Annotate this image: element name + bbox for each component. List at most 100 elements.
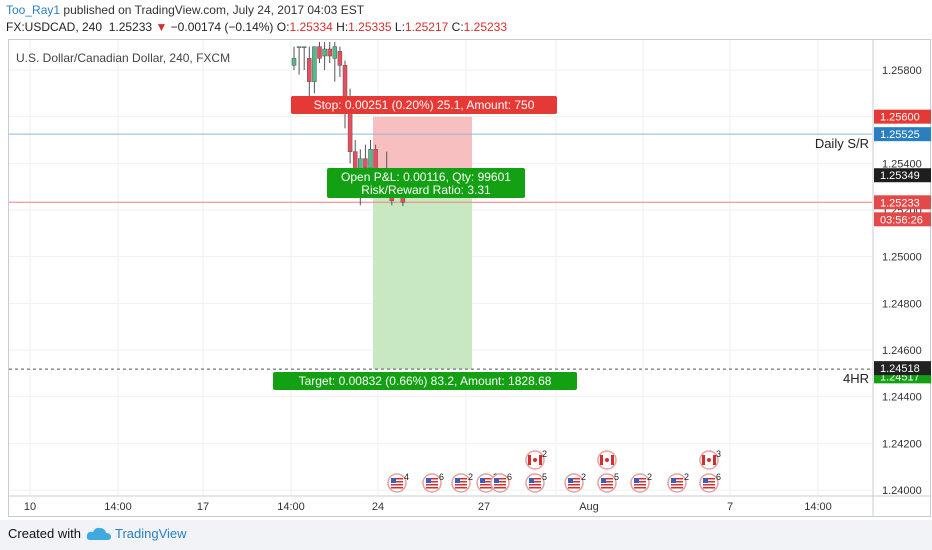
candle-body[interactable] bbox=[291, 58, 297, 66]
level-price-tag bbox=[874, 361, 931, 376]
pnl-label-text: Open P&L: 0.00116, Qty: 99601 bbox=[341, 170, 511, 184]
time-tick-label: 14:00 bbox=[277, 501, 305, 513]
time-axis[interactable]: 10 14:00 17 14:00 24 27 Aug 7 14:00 bbox=[24, 501, 832, 513]
economic-events: 4622652252263 bbox=[387, 449, 721, 493]
candle-body[interactable] bbox=[322, 48, 327, 57]
event-count: 6 bbox=[716, 472, 721, 482]
price-chart[interactable]: Daily S/R 4HR Stop: 0.00251 (0.20%) 25.1,… bbox=[0, 0, 932, 520]
open-label: O: bbox=[276, 20, 290, 34]
us-flag-event-icon[interactable]: 2 bbox=[630, 472, 652, 493]
price-tags: 1.256001.253491.245171.255251.252331.245… bbox=[874, 109, 931, 384]
price-change: −0.00174 (−0.14%) bbox=[170, 20, 274, 34]
candle-body[interactable] bbox=[307, 58, 312, 82]
candle-body[interactable] bbox=[312, 46, 317, 82]
price-tick-label: 1.25400 bbox=[882, 158, 922, 170]
time-tick-label: 24 bbox=[372, 501, 384, 513]
time-tick-label: 10 bbox=[24, 501, 36, 513]
price-tag-text: 1.25349 bbox=[880, 170, 920, 182]
price-tag bbox=[874, 109, 931, 124]
candle-body[interactable] bbox=[337, 51, 343, 66]
position-labels: Stop: 0.00251 (0.20%) 25.1, Amount: 750 O… bbox=[273, 96, 577, 390]
time-tick-label: 14:00 bbox=[804, 501, 832, 513]
level-price-tag-text: 1.24518 bbox=[880, 363, 920, 375]
price-tick-label: 1.24000 bbox=[882, 485, 922, 497]
symbol-label: FX:USDCAD, 240 bbox=[6, 20, 103, 34]
us-flag-event-icon[interactable]: 6 bbox=[699, 472, 721, 493]
us-flag-event-icon[interactable]: 6 bbox=[490, 472, 512, 493]
event-count: 2 bbox=[647, 472, 652, 482]
event-count: 2 bbox=[542, 449, 547, 459]
close-label: C: bbox=[451, 20, 464, 34]
event-count: 2 bbox=[468, 472, 473, 482]
event-count: 2 bbox=[581, 472, 586, 482]
ca-flag-event-icon[interactable]: 2 bbox=[525, 449, 547, 470]
time-tick-label: 7 bbox=[727, 501, 733, 513]
target-label-box[interactable] bbox=[273, 372, 577, 390]
author-link[interactable]: Too_Ray1 bbox=[6, 3, 61, 17]
low-label: L: bbox=[394, 20, 405, 34]
chart-title: U.S. Dollar/Canadian Dollar, 240, FXCM bbox=[16, 51, 230, 65]
candle-body[interactable] bbox=[301, 46, 307, 48]
us-flag-event-icon[interactable]: 2 bbox=[451, 472, 473, 493]
publish-text: published on TradingView.com, July 24, 2… bbox=[63, 3, 365, 17]
price-tick-label: 1.24200 bbox=[882, 438, 922, 450]
candle-body[interactable] bbox=[296, 46, 302, 48]
event-count: 6 bbox=[507, 472, 512, 482]
price-tick-label: 1.24400 bbox=[882, 392, 922, 404]
stop-zone[interactable] bbox=[373, 116, 472, 176]
target-zone[interactable] bbox=[373, 175, 472, 370]
level-price-tag bbox=[874, 195, 931, 210]
us-flag-event-icon[interactable]: 6 bbox=[422, 472, 444, 493]
close-value: 1.25233 bbox=[463, 20, 508, 34]
price-tick-label: 1.25000 bbox=[882, 252, 922, 264]
candle-body[interactable] bbox=[368, 149, 373, 169]
position-zones bbox=[373, 116, 472, 370]
time-tick-label: 14:00 bbox=[104, 501, 132, 513]
event-count: 6 bbox=[439, 472, 444, 482]
stop-label-text: Stop: 0.00251 (0.20%) 25.1, Amount: 750 bbox=[314, 98, 535, 112]
price-tick-label: 1.25800 bbox=[882, 65, 922, 77]
candle-body[interactable] bbox=[373, 149, 378, 171]
price-levels: Daily S/R 4HR bbox=[9, 133, 872, 386]
ca-flag-event-icon[interactable]: 3 bbox=[699, 449, 721, 470]
event-count: 5 bbox=[542, 472, 547, 482]
candle-body[interactable] bbox=[332, 46, 338, 59]
ohlc-bar: FX:USDCAD, 240 1.25233 ▼ −0.00174 (−0.14… bbox=[6, 20, 507, 34]
tradingview-cloud-icon bbox=[86, 527, 111, 540]
candle-body[interactable] bbox=[327, 48, 332, 57]
time-tick-label: 17 bbox=[197, 501, 209, 513]
tradingview-link[interactable]: TradingView bbox=[115, 526, 187, 541]
price-tag bbox=[874, 168, 931, 183]
us-flag-event-icon[interactable]: 5 bbox=[525, 472, 547, 493]
candle-body[interactable] bbox=[317, 46, 322, 59]
low-value: 1.25217 bbox=[404, 20, 449, 34]
countdown-tag bbox=[874, 212, 931, 227]
price-tick-label: 1.24600 bbox=[882, 345, 922, 357]
level-price-tag-text: 1.25525 bbox=[880, 129, 920, 141]
event-count: 5 bbox=[614, 472, 619, 482]
created-with-label: Created with bbox=[8, 526, 81, 541]
level-price-tag bbox=[874, 127, 931, 142]
ca-flag-event-icon[interactable] bbox=[597, 450, 617, 470]
event-count: 4 bbox=[404, 472, 409, 482]
us-flag-event-icon[interactable]: 4 bbox=[387, 472, 409, 493]
event-count: 3 bbox=[716, 449, 721, 459]
down-arrow-icon: ▼ bbox=[155, 20, 168, 34]
pnl-label-text: Risk/Reward Ratio: 3.31 bbox=[361, 183, 491, 197]
candle-body[interactable] bbox=[363, 158, 368, 169]
open-value: 1.25334 bbox=[289, 20, 333, 34]
us-flag-event-icon[interactable]: 2 bbox=[564, 472, 586, 493]
us-flag-event-icon[interactable]: 5 bbox=[597, 472, 619, 493]
high-value: 1.25335 bbox=[348, 20, 392, 34]
footer bbox=[0, 520, 932, 550]
event-count: 2 bbox=[684, 472, 689, 482]
price-tick-label: 1.24800 bbox=[882, 298, 922, 310]
stop-label-box[interactable] bbox=[291, 96, 557, 114]
target-label-text: Target: 0.00832 (0.66%) 83.2, Amount: 18… bbox=[299, 374, 552, 388]
us-flag-event-icon[interactable]: 2 bbox=[667, 472, 689, 493]
high-label: H: bbox=[336, 20, 349, 34]
level-label: 4HR bbox=[843, 371, 869, 386]
pnl-label-box[interactable] bbox=[327, 168, 525, 198]
countdown-tag-text: 03:56:26 bbox=[880, 214, 923, 226]
last-price: 1.25233 bbox=[108, 20, 153, 34]
